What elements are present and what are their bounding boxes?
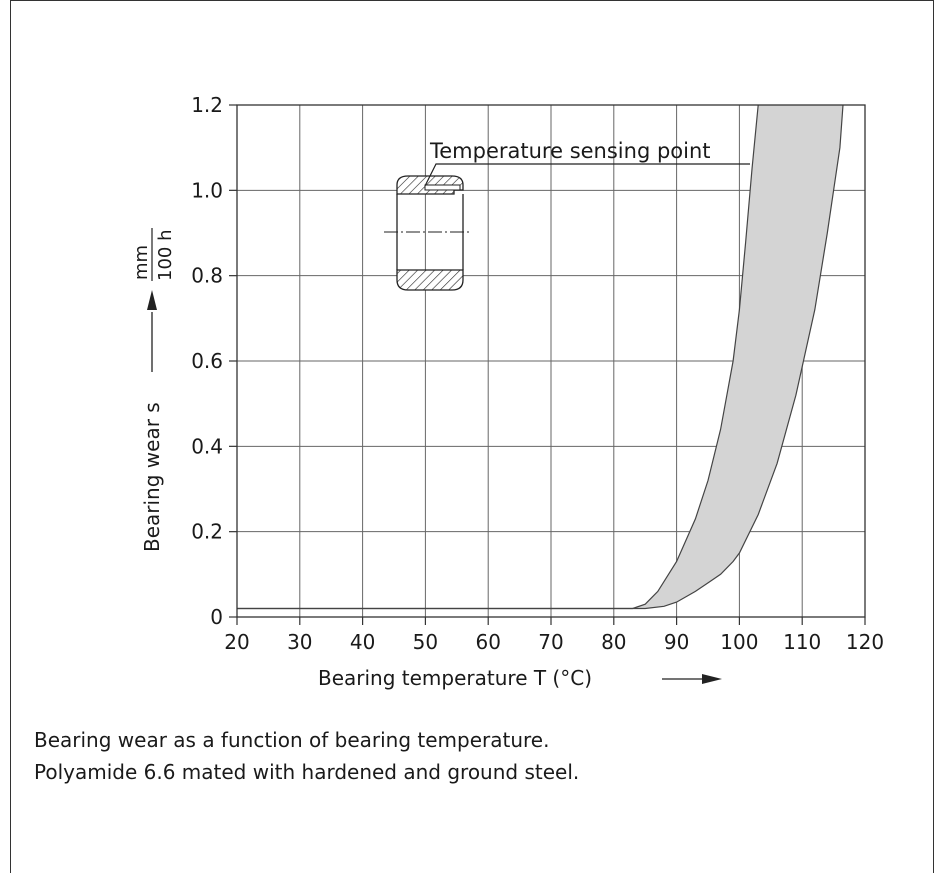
y-axis-label: Bearing wear s	[140, 402, 164, 552]
bearing-cross-section-icon	[384, 175, 470, 291]
x-tick-label: 90	[664, 630, 689, 654]
figure-caption-line-1: Bearing wear as a function of bearing te…	[34, 728, 550, 752]
y-unit-denominator: 100 h	[155, 230, 176, 282]
y-tick-label: 0.8	[191, 264, 223, 288]
annotation-leader-line	[424, 163, 750, 187]
sensor-bore	[424, 184, 461, 191]
figure-frame	[10, 0, 934, 873]
annotation-temperature-sensing-point: Temperature sensing point	[429, 139, 711, 163]
x-tick-label: 60	[475, 630, 500, 654]
x-tick-label: 70	[538, 630, 563, 654]
x-axis-arrow	[662, 674, 722, 684]
x-tick-label: 50	[413, 630, 438, 654]
x-tick-label: 120	[846, 630, 884, 654]
wear-band	[237, 104, 844, 610]
x-tick-label: 100	[720, 630, 758, 654]
figure-caption-line-2: Polyamide 6.6 mated with hardened and gr…	[34, 760, 580, 784]
y-unit-numerator: mm	[131, 245, 152, 280]
x-tick-label: 40	[350, 630, 375, 654]
bearing-bottom-section	[396, 269, 464, 291]
wear-band-upper-line	[237, 104, 759, 610]
x-axis-label: Bearing temperature T (°C)	[318, 666, 592, 690]
x-tick-label: 110	[783, 630, 821, 654]
wear-band-lower-line	[237, 104, 844, 610]
y-tick-label: 0.2	[191, 520, 223, 544]
x-tick-label: 80	[601, 630, 626, 654]
wear-band-area	[237, 105, 843, 609]
x-tick-label: 20	[224, 630, 249, 654]
chart-axes	[229, 104, 866, 625]
y-axis-arrow-head	[147, 290, 157, 310]
y-tick-label: 1.2	[191, 93, 223, 117]
tick-labels: 20 30 40 50 60 70 80 90 100 110 120 0 0.2 0.4 0.6 0.8 1.…	[191, 93, 884, 654]
x-tick-label: 30	[287, 630, 312, 654]
y-tick-label: 0	[210, 605, 223, 629]
y-tick-label: 0.6	[191, 349, 223, 373]
y-tick-label: 0.4	[191, 434, 223, 458]
y-tick-label: 1.0	[191, 178, 223, 202]
bearing-wear-chart: 20 30 40 50 60 70 80 90 100 110 120 0 0.2 0.4 0.6 0.8 1.…	[131, 93, 884, 690]
